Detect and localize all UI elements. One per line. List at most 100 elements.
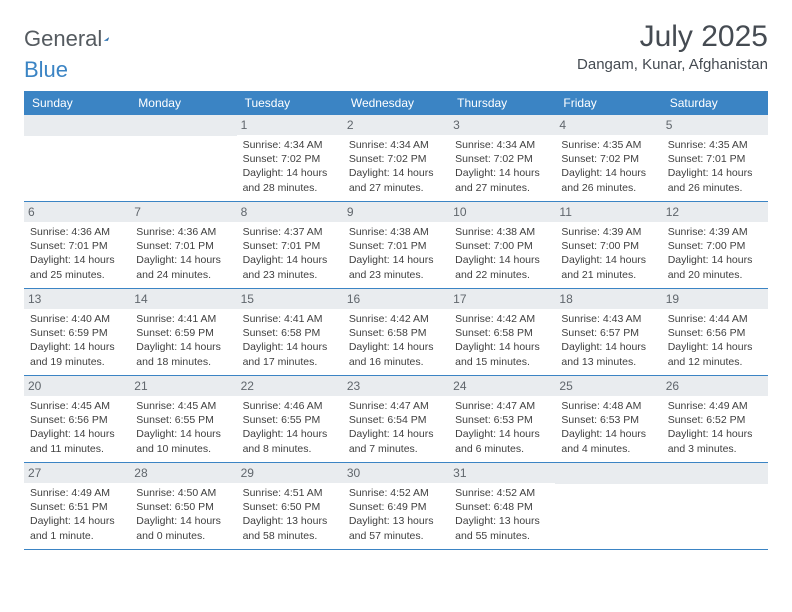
day-number: 11	[555, 202, 661, 222]
sunset-text: Sunset: 6:49 PM	[349, 500, 443, 514]
sunset-text: Sunset: 6:54 PM	[349, 413, 443, 427]
day-number	[662, 463, 768, 484]
daylight-text: Daylight: 13 hours and 58 minutes.	[243, 514, 337, 542]
day-number: 7	[130, 202, 236, 222]
sunset-text: Sunset: 6:55 PM	[243, 413, 337, 427]
calendar-cell: 11Sunrise: 4:39 AMSunset: 7:00 PMDayligh…	[555, 202, 661, 288]
sunrise-text: Sunrise: 4:34 AM	[455, 138, 549, 152]
sunset-text: Sunset: 6:58 PM	[349, 326, 443, 340]
calendar-cell: 7 Sunrise: 4:36 AMSunset: 7:01 PMDaylight…	[130, 202, 236, 288]
sunset-text: Sunset: 6:53 PM	[561, 413, 655, 427]
calendar-week: 1Sunrise: 4:34 AMSunset: 7:02 PMDaylight…	[24, 115, 768, 202]
day-info: Sunrise: 4:36 AMSunset: 7:01 PMDaylight:…	[30, 225, 124, 282]
sunset-text: Sunset: 7:00 PM	[455, 239, 549, 253]
daylight-text: Daylight: 14 hours and 6 minutes.	[455, 427, 549, 455]
sunrise-text: Sunrise: 4:44 AM	[668, 312, 762, 326]
sunset-text: Sunset: 6:51 PM	[30, 500, 124, 514]
day-number: 30	[343, 463, 449, 483]
day-label-sat: Saturday	[662, 91, 768, 115]
day-number: 6	[24, 202, 130, 222]
day-info: Sunrise: 4:52 AMSunset: 6:49 PMDaylight:…	[349, 486, 443, 543]
sunset-text: Sunset: 6:59 PM	[136, 326, 230, 340]
daylight-text: Daylight: 14 hours and 10 minutes.	[136, 427, 230, 455]
calendar-cell: 25Sunrise: 4:48 AMSunset: 6:53 PMDayligh…	[555, 376, 661, 462]
sunset-text: Sunset: 6:50 PM	[243, 500, 337, 514]
day-label-thu: Thursday	[449, 91, 555, 115]
day-info: Sunrise: 4:48 AMSunset: 6:53 PMDaylight:…	[561, 399, 655, 456]
sunset-text: Sunset: 6:58 PM	[455, 326, 549, 340]
daylight-text: Daylight: 14 hours and 16 minutes.	[349, 340, 443, 368]
logo-arrow-icon	[104, 30, 109, 48]
day-number: 17	[449, 289, 555, 309]
calendar-cell	[555, 463, 661, 549]
sunrise-text: Sunrise: 4:43 AM	[561, 312, 655, 326]
day-number: 16	[343, 289, 449, 309]
calendar-cell: 5Sunrise: 4:35 AMSunset: 7:01 PMDaylight…	[662, 115, 768, 201]
day-info: Sunrise: 4:34 AMSunset: 7:02 PMDaylight:…	[349, 138, 443, 195]
day-number: 1	[237, 115, 343, 135]
daylight-text: Daylight: 14 hours and 22 minutes.	[455, 253, 549, 281]
day-info: Sunrise: 4:35 AMSunset: 7:02 PMDaylight:…	[561, 138, 655, 195]
day-number: 28	[130, 463, 236, 483]
sunrise-text: Sunrise: 4:35 AM	[561, 138, 655, 152]
daylight-text: Daylight: 14 hours and 13 minutes.	[561, 340, 655, 368]
day-number	[24, 115, 130, 136]
sunrise-text: Sunrise: 4:42 AM	[349, 312, 443, 326]
sunrise-text: Sunrise: 4:47 AM	[349, 399, 443, 413]
day-number: 10	[449, 202, 555, 222]
day-info: Sunrise: 4:38 AMSunset: 7:00 PMDaylight:…	[455, 225, 549, 282]
day-info: Sunrise: 4:36 AMSunset: 7:01 PMDaylight:…	[136, 225, 230, 282]
sunset-text: Sunset: 6:57 PM	[561, 326, 655, 340]
daylight-text: Daylight: 14 hours and 3 minutes.	[668, 427, 762, 455]
calendar-cell: 27Sunrise: 4:49 AMSunset: 6:51 PMDayligh…	[24, 463, 130, 549]
sunset-text: Sunset: 7:00 PM	[668, 239, 762, 253]
calendar-cell	[662, 463, 768, 549]
sunset-text: Sunset: 7:01 PM	[30, 239, 124, 253]
day-number: 12	[662, 202, 768, 222]
day-info: Sunrise: 4:49 AMSunset: 6:52 PMDaylight:…	[668, 399, 762, 456]
sunrise-text: Sunrise: 4:52 AM	[455, 486, 549, 500]
sunrise-text: Sunrise: 4:48 AM	[561, 399, 655, 413]
daylight-text: Daylight: 14 hours and 18 minutes.	[136, 340, 230, 368]
calendar-cell: 16 Sunrise: 4:42 AMSunset: 6:58 PMDayligh…	[343, 289, 449, 375]
daylight-text: Daylight: 14 hours and 27 minutes.	[349, 166, 443, 194]
day-number: 22	[237, 376, 343, 396]
day-label-mon: Monday	[130, 91, 236, 115]
daylight-text: Daylight: 14 hours and 15 minutes.	[455, 340, 549, 368]
day-number: 4	[555, 115, 661, 135]
calendar-cell: 9Sunrise: 4:38 AMSunset: 7:01 PMDaylight…	[343, 202, 449, 288]
sunrise-text: Sunrise: 4:38 AM	[455, 225, 549, 239]
sunset-text: Sunset: 6:56 PM	[30, 413, 124, 427]
sunrise-text: Sunrise: 4:49 AM	[668, 399, 762, 413]
sunset-text: Sunset: 6:56 PM	[668, 326, 762, 340]
calendar-cell: 2Sunrise: 4:34 AMSunset: 7:02 PMDaylight…	[343, 115, 449, 201]
sunset-text: Sunset: 6:52 PM	[668, 413, 762, 427]
day-info: Sunrise: 4:47 AMSunset: 6:53 PMDaylight:…	[455, 399, 549, 456]
sunrise-text: Sunrise: 4:34 AM	[243, 138, 337, 152]
calendar-cell: 12Sunrise: 4:39 AMSunset: 7:00 PMDayligh…	[662, 202, 768, 288]
weeks-container: 1Sunrise: 4:34 AMSunset: 7:02 PMDaylight…	[24, 115, 768, 550]
calendar-cell: 1Sunrise: 4:34 AMSunset: 7:02 PMDaylight…	[237, 115, 343, 201]
daylight-text: Daylight: 13 hours and 55 minutes.	[455, 514, 549, 542]
sunrise-text: Sunrise: 4:40 AM	[30, 312, 124, 326]
calendar-cell: 24 Sunrise: 4:47 AMSunset: 6:53 PMDayligh…	[449, 376, 555, 462]
calendar-cell: 6 Sunrise: 4:36 AMSunset: 7:01 PMDaylight…	[24, 202, 130, 288]
day-info: Sunrise: 4:49 AMSunset: 6:51 PMDaylight:…	[30, 486, 124, 543]
daylight-text: Daylight: 14 hours and 8 minutes.	[243, 427, 337, 455]
sunset-text: Sunset: 7:00 PM	[561, 239, 655, 253]
day-number: 24	[449, 376, 555, 396]
sunset-text: Sunset: 6:53 PM	[455, 413, 549, 427]
sunset-text: Sunset: 7:02 PM	[243, 152, 337, 166]
calendar-cell: 15Sunrise: 4:41 AMSunset: 6:58 PMDayligh…	[237, 289, 343, 375]
sunrise-text: Sunrise: 4:36 AM	[136, 225, 230, 239]
day-number: 19	[662, 289, 768, 309]
day-info: Sunrise: 4:43 AMSunset: 6:57 PMDaylight:…	[561, 312, 655, 369]
day-number: 23	[343, 376, 449, 396]
sunset-text: Sunset: 6:48 PM	[455, 500, 549, 514]
day-label-tue: Tuesday	[237, 91, 343, 115]
sunset-text: Sunset: 6:58 PM	[243, 326, 337, 340]
day-number: 20	[24, 376, 130, 396]
day-info: Sunrise: 4:37 AMSunset: 7:01 PMDaylight:…	[243, 225, 337, 282]
day-number: 21	[130, 376, 236, 396]
day-info: Sunrise: 4:51 AMSunset: 6:50 PMDaylight:…	[243, 486, 337, 543]
